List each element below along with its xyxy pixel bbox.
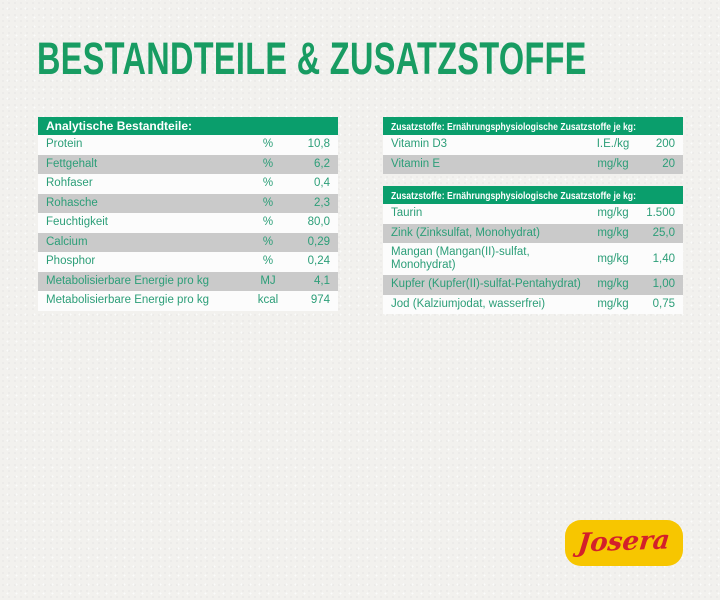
table-cell-value: 1,40: [652, 252, 675, 265]
table-row: Kupfer (Kupfer(II)-sulfat-Pentahydrat) mg…: [383, 275, 683, 295]
right-column: Zusatzstoffe: Ernährungsphysiologische Z…: [383, 117, 683, 314]
table-cell-unit: %: [262, 177, 274, 190]
table-cell-label: Mangan (Mangan(II)-sulfat, Monohydrat): [391, 246, 530, 271]
table-row: Protein% 10,8: [38, 135, 338, 155]
table-row: Phosphor% 0,24: [38, 252, 338, 272]
table-cell-value: 974: [310, 294, 330, 307]
josera-logo: Josera: [565, 520, 683, 566]
table-cell-value: 20: [662, 157, 675, 170]
josera-logo-text: Josera: [576, 524, 672, 559]
table-cell-unit: mg/kg: [597, 207, 629, 220]
table-cell-unit: %: [262, 196, 274, 209]
table-cell-label: Taurin: [391, 207, 423, 220]
table-row: Metabolisierbare Energie pro kg kcal 974: [38, 291, 338, 311]
additives-vitamins-table: Zusatzstoffe: Ernährungsphysiologische Z…: [383, 117, 683, 174]
table-header-label: Zusatzstoffe: Ernährungsphysiologische Z…: [391, 121, 636, 133]
table-cell-value: 4,1: [314, 274, 330, 287]
table-cell-label: Kupfer (Kupfer(II)-sulfat-Pentahydrat): [391, 278, 581, 291]
analytical-components-table: Analytische Bestandteile: Protein% 10,8 Fe…: [38, 117, 338, 311]
table-cell-label: Rohfaser: [46, 177, 93, 190]
table-cell-label: Metabolisierbare Energie pro kg: [46, 274, 210, 287]
table-cell-value: 0,4: [314, 177, 330, 190]
table-body: Protein% 10,8 Fettgehalt% 6,2 Rohfaser% 0,4 Ro…: [38, 135, 338, 311]
table-cell-unit: mg/kg: [597, 278, 629, 291]
table-header-label: Analytische Bestandteile:: [46, 119, 193, 133]
additives-trace-elements-table: Zusatzstoffe: Ernährungsphysiologische Z…: [383, 186, 683, 314]
table-cell-unit: %: [262, 216, 274, 229]
table-row: Rohasche% 2,3: [38, 193, 338, 213]
table-cell-unit: mg/kg: [597, 297, 629, 310]
left-column: Analytische Bestandteile: Protein% 10,8 Fe…: [38, 117, 338, 311]
table-cell-value: 0,75: [652, 297, 675, 310]
table-row: Fettgehalt% 6,2: [38, 154, 338, 174]
table-cell-value: 2,3: [314, 196, 330, 209]
page-title: BESTANDTEILE & ZUSATZSTOFFE: [37, 33, 587, 84]
table-row: Vitamin D3 I.E./kg 200: [383, 135, 683, 155]
table-cell-unit: mg/kg: [597, 252, 629, 265]
table-cell-value: 1.500: [646, 207, 675, 220]
table-row: Feuchtigkeit% 80,0: [38, 213, 338, 233]
table-cell-label: Protein: [46, 138, 83, 151]
table-cell-label: Fettgehalt: [46, 157, 98, 170]
table-cell-label: Vitamin E: [391, 157, 441, 170]
table-cell-label: Metabolisierbare Energie pro kg: [46, 294, 210, 307]
table-cell-unit: %: [262, 138, 274, 151]
table-row: Zink (Zinksulfat, Monohydrat) mg/kg 25,0: [383, 223, 683, 243]
table-cell-unit: mg/kg: [597, 226, 629, 239]
table-cell-label: Calcium: [46, 235, 88, 248]
table-row: Rohfaser% 0,4: [38, 174, 338, 194]
table-cell-value: 0,24: [307, 255, 330, 268]
table-cell-unit: MJ: [260, 274, 276, 287]
table-cell-unit: %: [262, 157, 274, 170]
table-cell-label: Zink (Zinksulfat, Monohydrat): [391, 226, 540, 239]
table-cell-unit: %: [262, 235, 274, 248]
table-cell-unit: kcal: [257, 294, 279, 307]
table-body: Vitamin D3 I.E./kg 200 Vitamin E mg/kg 20: [383, 135, 683, 174]
table-row: Jod (Kalziumjodat, wasserfrei) mg/kg 0,75: [383, 294, 683, 314]
table-header: Zusatzstoffe: Ernährungsphysiologische Z…: [383, 117, 683, 135]
table-body: Taurin mg/kg 1.500 Zink (Zinksulfat, Monohy…: [383, 204, 683, 314]
table-cell-value: 1,00: [652, 278, 675, 291]
table-cell-unit: I.E./kg: [596, 138, 630, 151]
table-cell-label: Phosphor: [46, 255, 96, 268]
table-header-label: Zusatzstoffe: Ernährungsphysiologische Z…: [391, 190, 636, 202]
table-cell-value: 0,29: [307, 235, 330, 248]
table-cell-value: 6,2: [314, 157, 330, 170]
table-row: Vitamin E mg/kg 20: [383, 154, 683, 174]
table-cell-unit: %: [262, 255, 274, 268]
table-cell-label: Feuchtigkeit: [46, 216, 109, 229]
table-row: Mangan (Mangan(II)-sulfat, Monohydrat) mg…: [383, 243, 683, 275]
table-cell-value: 200: [655, 138, 675, 151]
table-cell-value: 25,0: [652, 226, 675, 239]
table-header: Analytische Bestandteile:: [38, 117, 338, 135]
table-header: Zusatzstoffe: Ernährungsphysiologische Z…: [383, 186, 683, 204]
table-row: Taurin mg/kg 1.500: [383, 204, 683, 224]
table-cell-label: Rohasche: [46, 196, 98, 209]
table-cell-label: Jod (Kalziumjodat, wasserfrei): [391, 297, 546, 310]
table-cell-value: 80,0: [307, 216, 330, 229]
table-row: Metabolisierbare Energie pro kg MJ 4,1: [38, 271, 338, 291]
table-cell-label: Vitamin D3: [391, 138, 448, 151]
table-cell-value: 10,8: [307, 138, 330, 151]
table-cell-unit: mg/kg: [597, 157, 629, 170]
table-row: Calcium% 0,29: [38, 232, 338, 252]
